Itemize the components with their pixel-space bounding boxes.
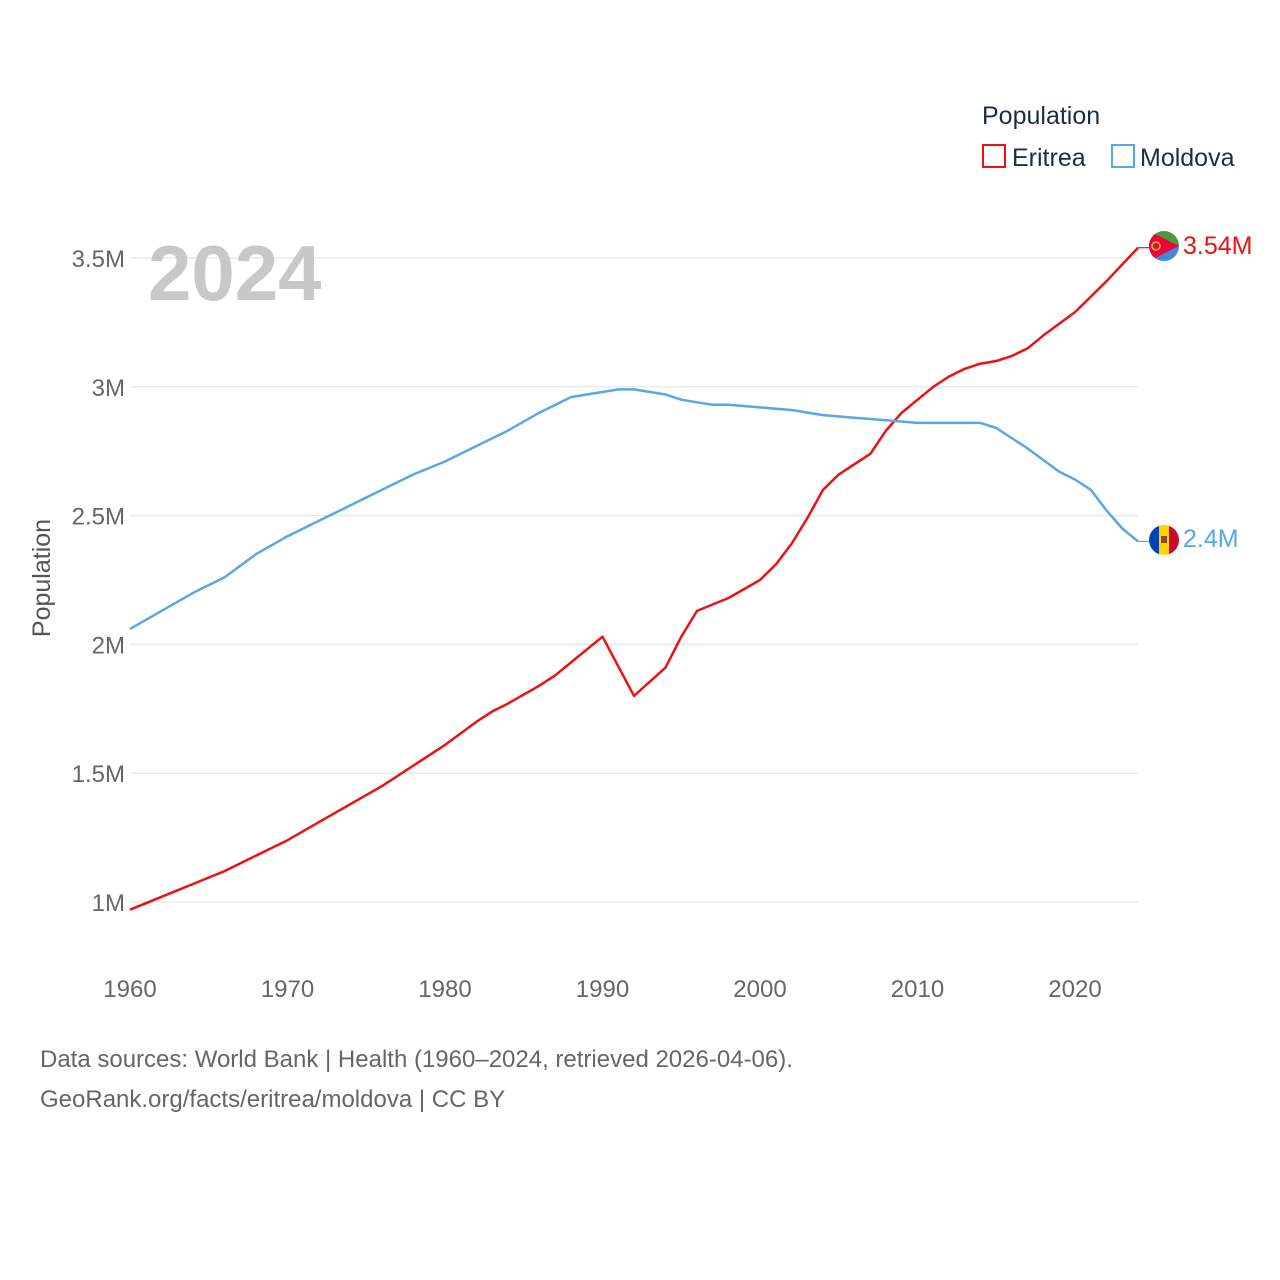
eritrea-flag-icon [1149,231,1179,261]
line-chart: 1M 1.5M 2M 2.5M 3M 3.5M 1960 1970 1980 1990 2000 2… [28,102,1252,1003]
x-tick-label: 2000 [733,976,786,1003]
end-label-eritrea: 3.54M [1183,232,1252,260]
legend-swatch-moldova [1111,144,1135,168]
x-tick-label: 2020 [1048,976,1101,1003]
x-tick-label: 1960 [103,976,156,1003]
x-tick-label: 1990 [576,976,629,1003]
legend-label-moldova: Moldova [1140,144,1235,172]
y-axis-ticks: 1M 1.5M 2M 2.5M 3M 3.5M [72,246,125,917]
y-tick-label: 3M [92,375,125,402]
y-tick-label: 1.5M [72,761,125,788]
legend-swatch-eritrea [982,144,1006,168]
series-layer [129,246,1149,911]
x-tick-label: 1980 [418,976,471,1003]
attribution-text: GeoRank.org/facts/eritrea/moldova | CC B… [40,1086,506,1113]
y-axis-title: Population [28,519,56,637]
x-tick-label: 2010 [891,976,944,1003]
y-tick-label: 1M [92,890,125,917]
footer: Data sources: World Bank | Health (1960–… [40,1040,793,1120]
legend-title: Population [982,102,1100,130]
series-line-eritrea[interactable] [129,246,1139,911]
legend-item-eritrea[interactable]: Eritrea [982,144,1086,172]
y-tick-label: 3.5M [72,246,125,273]
legend-label-eritrea: Eritrea [1012,144,1086,172]
legend-item-moldova[interactable]: Moldova [1111,144,1235,172]
data-sources-text: Data sources: World Bank | Health (1960–… [40,1046,793,1073]
moldova-flag-icon [1149,525,1179,555]
gridlines [130,257,1138,903]
x-axis-ticks: 1960 1970 1980 1990 2000 2010 2020 [103,976,1101,1003]
y-tick-label: 2.5M [72,504,125,531]
series-line-moldova[interactable] [129,388,1139,630]
y-tick-label: 2M [92,632,125,659]
year-label: 2024 [148,229,322,317]
legend: Population Eritrea Moldova [982,102,1235,172]
end-label-moldova: 2.4M [1183,525,1239,553]
x-tick-label: 1970 [261,976,314,1003]
